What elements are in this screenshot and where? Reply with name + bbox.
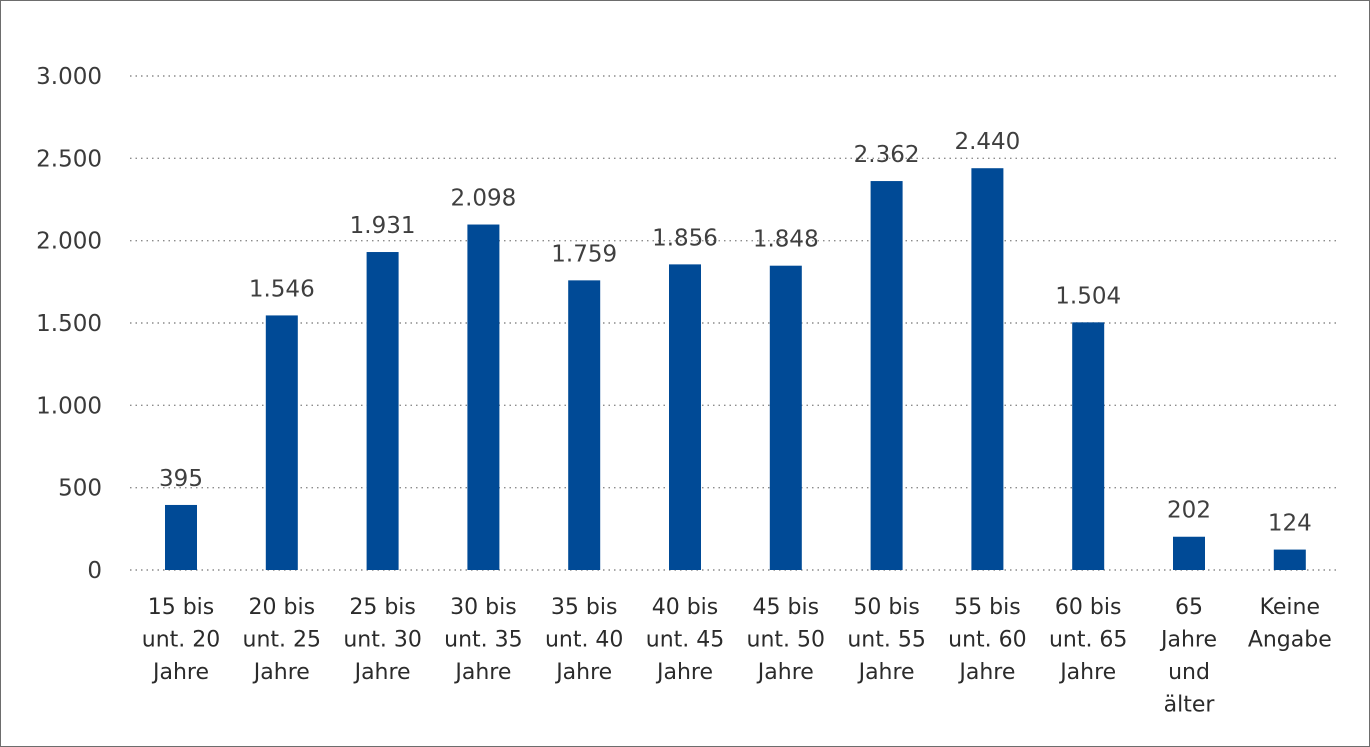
- grid-lines: [130, 75, 1340, 571]
- x-tick-label: 30 bis unt. 35 Jahre: [444, 595, 523, 685]
- y-tick-label: 2.000: [36, 229, 102, 255]
- bar: [265, 315, 298, 570]
- bar: [165, 504, 197, 570]
- data-label: 1.504: [1055, 283, 1121, 309]
- data-label: 2.362: [854, 142, 920, 168]
- data-label: 1.546: [249, 276, 315, 302]
- data-label: 1.848: [753, 227, 819, 253]
- data-label: 2.098: [450, 186, 516, 212]
- data-label: 124: [1268, 511, 1312, 537]
- bar: [769, 265, 802, 570]
- bar: [1072, 322, 1105, 570]
- y-tick-label: 1.500: [36, 311, 102, 337]
- bar: [1273, 549, 1306, 570]
- bars: [165, 168, 1306, 571]
- x-tick-label: 45 bis unt. 50 Jahre: [747, 595, 826, 685]
- data-label: 1.856: [652, 225, 718, 251]
- bar: [971, 168, 1004, 571]
- y-tick-label: 3.000: [36, 64, 102, 90]
- x-axis-labels: 15 bis unt. 20 Jahre 20 bis unt. 25 Jahre 25 b…: [142, 595, 1332, 718]
- x-tick-label: 50 bis unt. 55 Jahre: [847, 595, 926, 685]
- x-tick-label: 35 bis unt. 40 Jahre: [545, 595, 624, 685]
- x-tick-label: 15 bis unt. 20 Jahre: [142, 595, 221, 685]
- y-tick-label: 2.500: [36, 146, 102, 172]
- x-tick-label: 40 bis unt. 45 Jahre: [646, 595, 725, 685]
- y-tick-label: 0: [87, 558, 102, 584]
- bar: [467, 224, 500, 570]
- bar: [568, 280, 601, 570]
- x-tick-label: 60 bis unt. 65 Jahre: [1049, 595, 1128, 685]
- y-axis-tick-labels: 0 500 1.000 1.500 2.000 2.500 3.000: [36, 64, 102, 584]
- x-tick-label: 55 bis unt. 60 Jahre: [948, 595, 1027, 685]
- data-label: 202: [1167, 498, 1211, 524]
- data-label: 1.931: [350, 213, 416, 239]
- y-tick-label: 500: [58, 476, 102, 502]
- bar: [1173, 536, 1205, 570]
- x-tick-label: 25 bis unt. 30 Jahre: [343, 595, 422, 685]
- x-tick-label: 20 bis unt. 25 Jahre: [243, 595, 322, 685]
- bar: [870, 181, 903, 571]
- y-tick-label: 1.000: [36, 393, 102, 419]
- x-tick-label: 65 Jahre und älter: [1159, 595, 1217, 718]
- bar: [366, 252, 399, 570]
- data-label: 1.759: [551, 241, 617, 267]
- data-label: 395: [159, 466, 203, 492]
- x-tick-label: Keine Angabe: [1248, 595, 1332, 653]
- data-labels: 395 1.546 1.931 2.098 1.759 1.856 1.848 2.362 2.…: [159, 129, 1312, 536]
- data-label: 2.440: [954, 129, 1020, 155]
- bar: [669, 264, 701, 570]
